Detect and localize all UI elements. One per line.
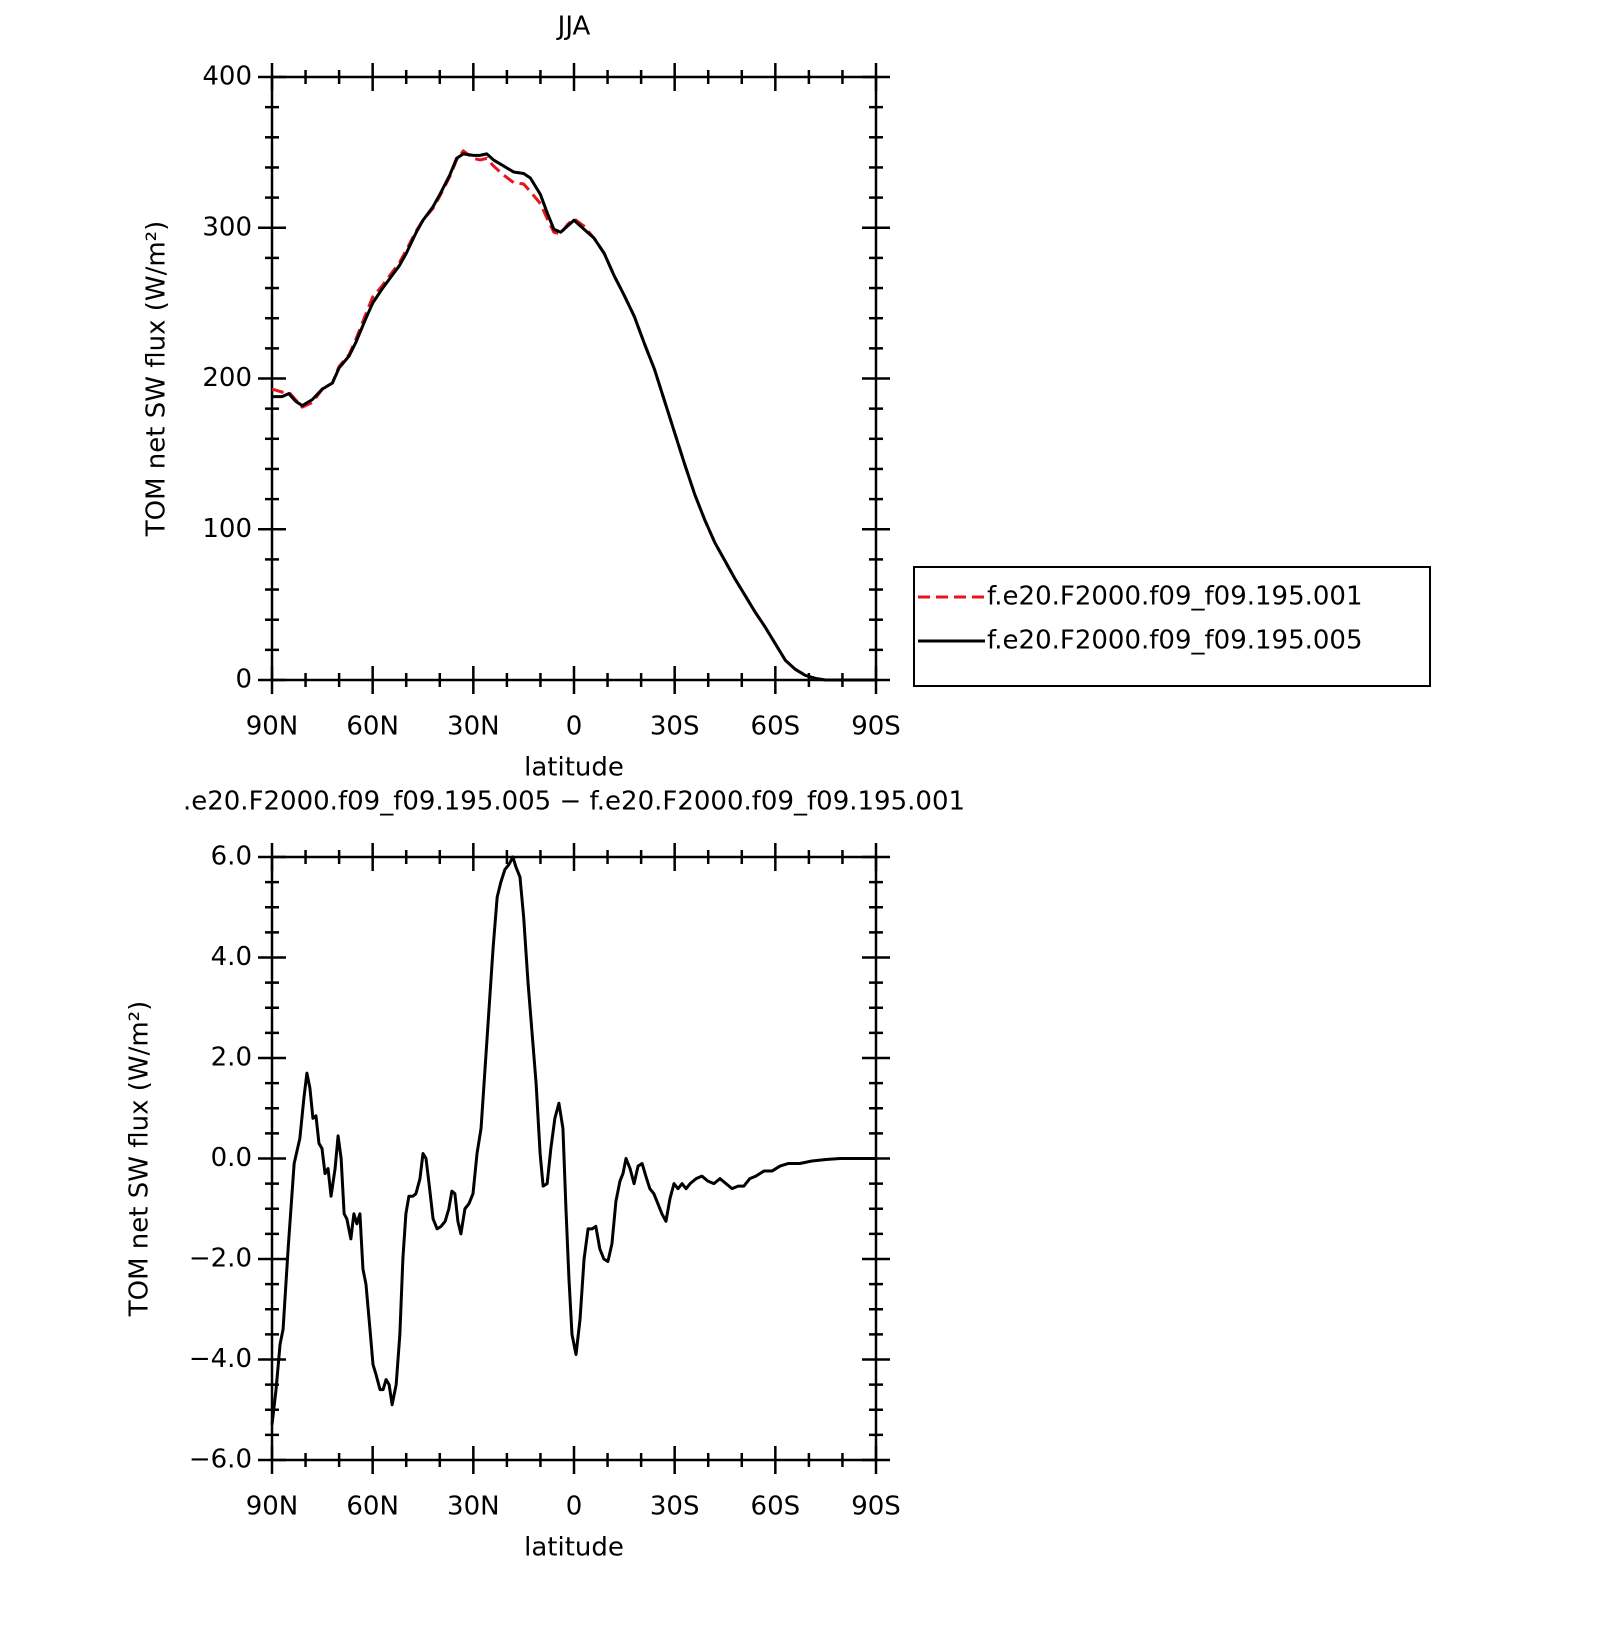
y-tick-label: 2.0 [211,1043,252,1073]
legend-label: f.e20.F2000.f09_f09.195.005 [987,626,1363,656]
data-line [272,152,876,682]
y-tick-label: 0.0 [211,1143,252,1173]
x-tick-label: 0 [566,712,583,742]
x-tick-label: 60S [751,712,801,742]
x-tick-label: 60N [346,1492,399,1522]
x-tick-label: 60S [751,1492,801,1522]
y-tick-label: −4.0 [189,1344,252,1374]
data-line [270,855,876,1426]
y-tick-label: 100 [202,514,252,544]
x-tick-label: 30N [447,712,500,742]
x-axis-label: latitude [524,1533,624,1563]
x-tick-label: 90S [851,1492,901,1522]
y-tick-label: 200 [202,363,252,393]
y-axis-label: TOM net SW flux (W/m²) [142,221,172,537]
x-tick-label: 90N [246,712,299,742]
y-axis-label: TOM net SW flux (W/m²) [125,1001,155,1317]
y-tick-label: −2.0 [189,1244,252,1274]
y-tick-label: 6.0 [211,842,252,872]
y-tick-label: 4.0 [211,942,252,972]
x-tick-label: 0 [566,1492,583,1522]
chart-title: .e20.F2000.f09_f09.195.005 − f.e20.F2000… [183,787,965,817]
x-axis-label: latitude [524,753,624,783]
legend-box [913,566,1431,687]
legend-label: f.e20.F2000.f09_f09.195.001 [987,582,1363,612]
x-tick-label: 30N [447,1492,500,1522]
x-tick-label: 30S [650,1492,700,1522]
y-tick-label: 0 [235,665,252,695]
y-tick-label: −6.0 [189,1445,252,1475]
chart-title: JJA [556,12,591,42]
y-tick-label: 400 [202,62,252,92]
x-tick-label: 30S [650,712,700,742]
x-tick-label: 60N [346,712,399,742]
y-tick-label: 300 [202,212,252,242]
x-tick-label: 90S [851,712,901,742]
x-tick-label: 90N [246,1492,299,1522]
